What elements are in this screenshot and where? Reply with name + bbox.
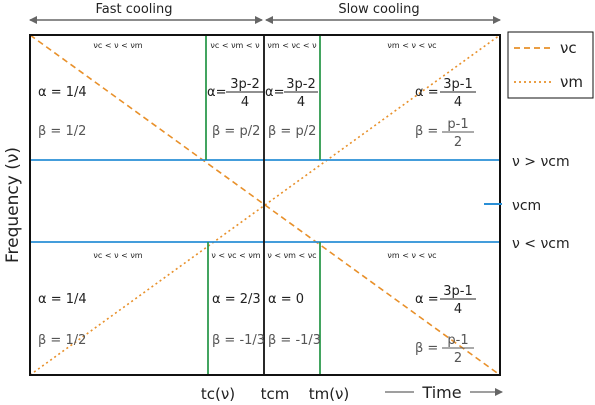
nu-m-line: [29, 34, 501, 376]
top-c4-beta-num: p-1: [447, 117, 468, 132]
legend-nu-m-label: νm: [560, 73, 583, 91]
bottom-c4-alpha-num: 3p-1: [443, 284, 473, 299]
top-c2-beta: β = p/2: [212, 124, 260, 139]
slow-cooling-label: Slow cooling: [338, 2, 419, 17]
bottom-c2-alpha: α = 2/3: [212, 292, 261, 307]
bottom-c3-regime: ν < νm < νc: [267, 251, 316, 260]
y-axis-label: Frequency (ν): [3, 147, 23, 263]
top-c2-alpha-den: 4: [241, 95, 249, 110]
bottom-c4-alpha-den: 4: [454, 302, 462, 317]
bottom-c3-alpha: α = 0: [268, 292, 304, 307]
tm-tick-label: tm(ν): [309, 385, 350, 403]
top-c3-regime: νm < νc < ν: [267, 41, 317, 50]
top-c3-alpha-num: 3p-2: [286, 77, 316, 92]
top-c1-alpha: α = 1/4: [38, 85, 87, 100]
top-c3-alpha-den: 4: [297, 95, 305, 110]
top-c2-regime: νc < νm < ν: [210, 41, 260, 50]
legend-nu-c-label: νc: [560, 39, 577, 57]
right-label-above: ν > νcm: [512, 154, 570, 170]
bottom-c2-regime: ν < νc < νm: [211, 251, 260, 260]
bottom-c4-beta-den: 2: [454, 351, 462, 366]
top-c4-alpha-den: 4: [454, 95, 462, 110]
bottom-c4-regime: νm < ν < νc: [387, 251, 436, 260]
right-label-below: ν < νcm: [512, 236, 570, 252]
top-c1-regime: νc < ν < νm: [93, 41, 142, 50]
top-c4-alpha-num: 3p-1: [443, 77, 473, 92]
right-label-cm: νcm: [512, 198, 541, 214]
bottom-c4-beta-prefix: β =: [415, 341, 438, 356]
bottom-c4-beta-num: p-1: [447, 333, 468, 348]
bottom-c1-beta: β = 1/2: [38, 333, 86, 348]
top-c2-alpha-num: 3p-2: [230, 77, 260, 92]
bottom-c1-alpha: α = 1/4: [38, 292, 87, 307]
bottom-c4-alpha-prefix: α =: [415, 292, 439, 307]
time-label-bg: [414, 380, 470, 400]
top-c3-beta: β = p/2: [268, 124, 316, 139]
bottom-c2-beta: β = -1/3: [212, 333, 265, 348]
tc-tick-label: tc(ν): [201, 385, 235, 403]
fast-cooling-label: Fast cooling: [95, 2, 172, 17]
top-c4-regime: νm < ν < νc: [387, 41, 436, 50]
top-c4-beta-den: 2: [454, 135, 462, 150]
tcm-tick-label: tcm: [261, 385, 290, 403]
top-c1-beta: β = 1/2: [38, 124, 86, 139]
legend-box: [507, 31, 594, 99]
top-c3-alpha-prefix: α=: [265, 85, 284, 100]
top-c2-alpha-prefix: α=: [207, 85, 226, 100]
time-label: Time: [421, 383, 461, 402]
bottom-c1-regime: νc < ν < νm: [93, 251, 142, 260]
top-c4-alpha-prefix: α =: [415, 85, 439, 100]
top-c4-beta-prefix: β =: [415, 124, 438, 139]
bottom-c3-beta: β = -1/3: [268, 333, 321, 348]
